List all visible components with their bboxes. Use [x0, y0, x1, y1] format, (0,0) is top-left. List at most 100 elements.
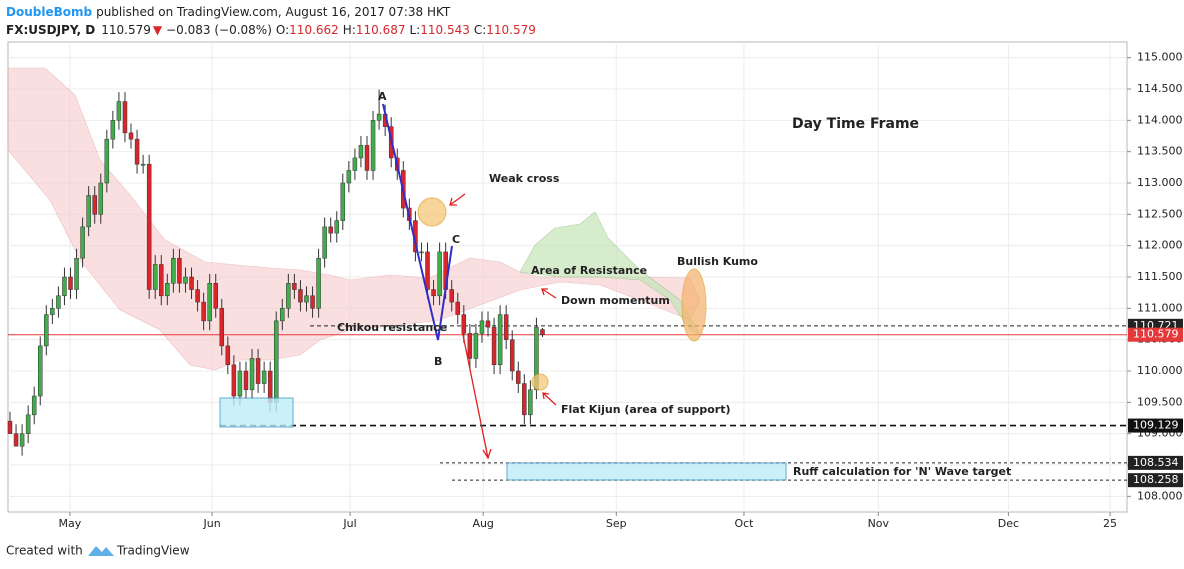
candle-body [86, 195, 91, 228]
support-box [219, 397, 294, 428]
candle-body [68, 276, 73, 290]
x-tick-label: Sep [606, 517, 627, 530]
candle-body [316, 257, 321, 309]
weak-cross-circle [417, 197, 447, 227]
y-tick-label: 114.000 [1137, 113, 1183, 126]
candle-body [249, 358, 255, 391]
candle-body [231, 364, 237, 397]
candle-body [56, 295, 61, 309]
arrows [449, 193, 557, 460]
annotation: Bullish Kumo [677, 255, 758, 268]
y-tick-label: 111.000 [1137, 301, 1183, 314]
candle-body [98, 182, 104, 215]
candle-body [286, 283, 291, 309]
candle-body [455, 301, 461, 315]
candle-body [322, 226, 327, 259]
annotation: Ruff calculation for 'N' Wave target [793, 465, 1011, 478]
candle-body [261, 370, 267, 384]
candle-body [273, 320, 279, 403]
published: published on TradingView.com, August 16,… [96, 5, 451, 19]
y-tick-label: 113.500 [1137, 145, 1183, 158]
candle-body [497, 314, 503, 365]
annotation: Day Time Frame [792, 116, 919, 132]
annotation: Area of Resistance [531, 264, 647, 277]
candle-body [528, 389, 533, 416]
x-tick-label: 25 [1103, 517, 1117, 530]
x-tick-label: Dec [998, 517, 1019, 530]
price-label-box [1128, 418, 1183, 433]
candle-body [237, 370, 243, 397]
y-tick-label: 115.000 [1137, 51, 1183, 64]
target-box [506, 462, 787, 481]
y-tick-label: 112.000 [1137, 239, 1183, 252]
kijun-circle [531, 373, 549, 391]
candle-body [183, 276, 188, 284]
candle-body [116, 101, 122, 121]
x-tick-label: Jun [203, 517, 221, 530]
candle-body [128, 132, 134, 140]
candle-body [171, 257, 176, 284]
candle-body [152, 264, 158, 290]
candle-body [74, 257, 79, 290]
price-label-box [1128, 455, 1183, 470]
y-tick-label: 113.000 [1137, 176, 1183, 189]
header-line: DoubleBomb published on TradingView.com, … [6, 5, 451, 19]
candle-body [165, 283, 170, 297]
label-c: C [452, 233, 460, 246]
candle-body [479, 320, 485, 334]
x-tick-label: Jul [342, 517, 356, 530]
candle-body [80, 226, 85, 259]
candle-body [140, 163, 146, 166]
author: DoubleBomb [6, 5, 92, 19]
c-label: C: [474, 23, 486, 37]
candle-body [304, 295, 309, 303]
candle-body [110, 120, 116, 140]
candle-body [334, 220, 339, 234]
y-tick-label: 110.000 [1137, 364, 1183, 377]
x-tick-label: Oct [734, 517, 754, 530]
y-tick-label: 108.000 [1137, 489, 1183, 502]
price-label: 108.534 [1133, 456, 1179, 469]
price-label: 108.258 [1133, 473, 1179, 486]
change-arrow: ▼ [153, 23, 163, 37]
candle-body [437, 251, 442, 297]
candle-body [328, 226, 333, 234]
o-label: O: [276, 23, 289, 37]
candle-body [364, 145, 370, 171]
candle-body [243, 370, 249, 391]
candle-body [449, 289, 454, 303]
footer-brand: TradingView [116, 544, 190, 558]
bullish-kumo [519, 211, 701, 336]
x-tick-label: May [59, 517, 82, 530]
x-tick-label: Aug [472, 517, 493, 530]
candle-body [31, 395, 37, 416]
candle-body [516, 370, 521, 384]
annotation: Down momentum [561, 294, 670, 307]
symbol-line: FX:USDJPY, D 110.579 ▼ −0.083 (−0.08%) O:110… [6, 23, 536, 37]
candle-body [213, 283, 218, 309]
h-value: 110.687 [356, 23, 406, 37]
abc-wave [382, 103, 453, 341]
candle-body [25, 414, 31, 434]
y-tick-label: 109.500 [1137, 395, 1183, 408]
footer-created: Created with [6, 544, 83, 558]
y-tick-label: 114.500 [1137, 82, 1183, 95]
last: 110.579 [101, 23, 151, 37]
candle-body [146, 163, 152, 290]
candle-body [522, 383, 527, 416]
price-label: 109.129 [1133, 419, 1179, 432]
annotation: Weak cross [489, 172, 560, 185]
candle-body [280, 308, 285, 322]
candle-body [225, 345, 231, 365]
candle-body [358, 145, 364, 159]
candle-body [485, 320, 491, 328]
candle-body [503, 314, 509, 340]
candle-body [92, 195, 97, 215]
candle-body [292, 283, 297, 290]
candle-body [540, 329, 545, 335]
label-b: B [434, 355, 442, 368]
candle-body [7, 420, 13, 434]
candle-body [62, 276, 67, 297]
kumo-ellipse [681, 268, 707, 342]
candle-body [461, 314, 467, 334]
